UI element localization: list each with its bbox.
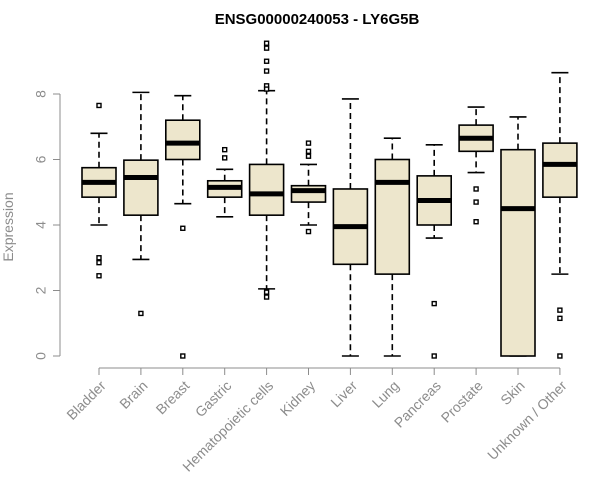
- outlier-point: [557, 307, 563, 313]
- outlier-point: [263, 294, 270, 300]
- outlier-point: [180, 225, 186, 231]
- outlier-point: [221, 146, 228, 153]
- outlier-point: [263, 68, 270, 74]
- outlier-point: [180, 353, 186, 359]
- box-iqr: [500, 148, 536, 357]
- box-group: [500, 116, 536, 357]
- outlier-point: [473, 186, 479, 192]
- box-group: [165, 94, 201, 359]
- y-tick-label: 6: [33, 155, 49, 163]
- outlier-point: [96, 255, 102, 261]
- y-tick-label: 8: [33, 90, 49, 98]
- outlier-point: [473, 219, 479, 225]
- y-axis-label: Expression: [0, 192, 16, 261]
- outlier-point: [305, 228, 312, 235]
- outlier-point: [96, 273, 102, 279]
- outlier-point: [96, 102, 102, 109]
- outlier-point: [305, 153, 312, 159]
- box-iqr: [374, 158, 411, 275]
- box-iqr: [165, 119, 201, 161]
- box-group: [290, 140, 327, 235]
- y-tick-label: 0: [33, 352, 49, 360]
- chart-title: ENSG00000240053 - LY6G5B: [215, 11, 420, 28]
- outlier-point: [557, 315, 563, 322]
- x-tick-label: Unknown / Other: [484, 377, 570, 463]
- box-group: [123, 91, 159, 317]
- x-tick-label: Lung: [369, 377, 402, 410]
- outlier-point: [138, 310, 144, 317]
- x-tick-label: Skin: [497, 377, 528, 408]
- outlier-point: [263, 289, 270, 295]
- outlier-point: [263, 58, 270, 64]
- outlier-point: [221, 155, 228, 161]
- box-group: [81, 102, 117, 279]
- outlier-point: [473, 199, 479, 205]
- outlier-point: [431, 300, 437, 307]
- outlier-point: [431, 353, 437, 359]
- y-tick-label: 4: [33, 221, 49, 229]
- box-group: [332, 98, 369, 357]
- x-tick-label: Liver: [327, 377, 360, 410]
- outlier-point: [263, 86, 270, 92]
- x-tick-label: Bladder: [63, 377, 109, 423]
- box-iqr: [123, 159, 159, 216]
- outlier-point: [557, 353, 563, 359]
- box-iqr: [248, 163, 285, 216]
- box-group: [206, 146, 243, 218]
- box-group: [542, 71, 578, 359]
- x-tick-label: Prostate: [438, 377, 486, 425]
- outlier-point: [305, 148, 312, 155]
- outlier-point: [263, 45, 270, 51]
- x-tick-label: Pancreas: [391, 377, 444, 430]
- box-group: [458, 106, 494, 225]
- box-group: [248, 40, 285, 300]
- x-tick-label: Breast: [153, 377, 193, 417]
- box-group: [416, 143, 453, 359]
- outlier-point: [96, 259, 102, 266]
- box-iqr: [542, 142, 578, 198]
- outlier-point: [305, 140, 312, 146]
- box-group: [374, 137, 411, 357]
- x-tick-label: Kidney: [277, 377, 319, 419]
- y-tick-label: 2: [33, 286, 49, 294]
- outlier-point: [263, 40, 270, 46]
- x-tick-label: Brain: [116, 377, 150, 411]
